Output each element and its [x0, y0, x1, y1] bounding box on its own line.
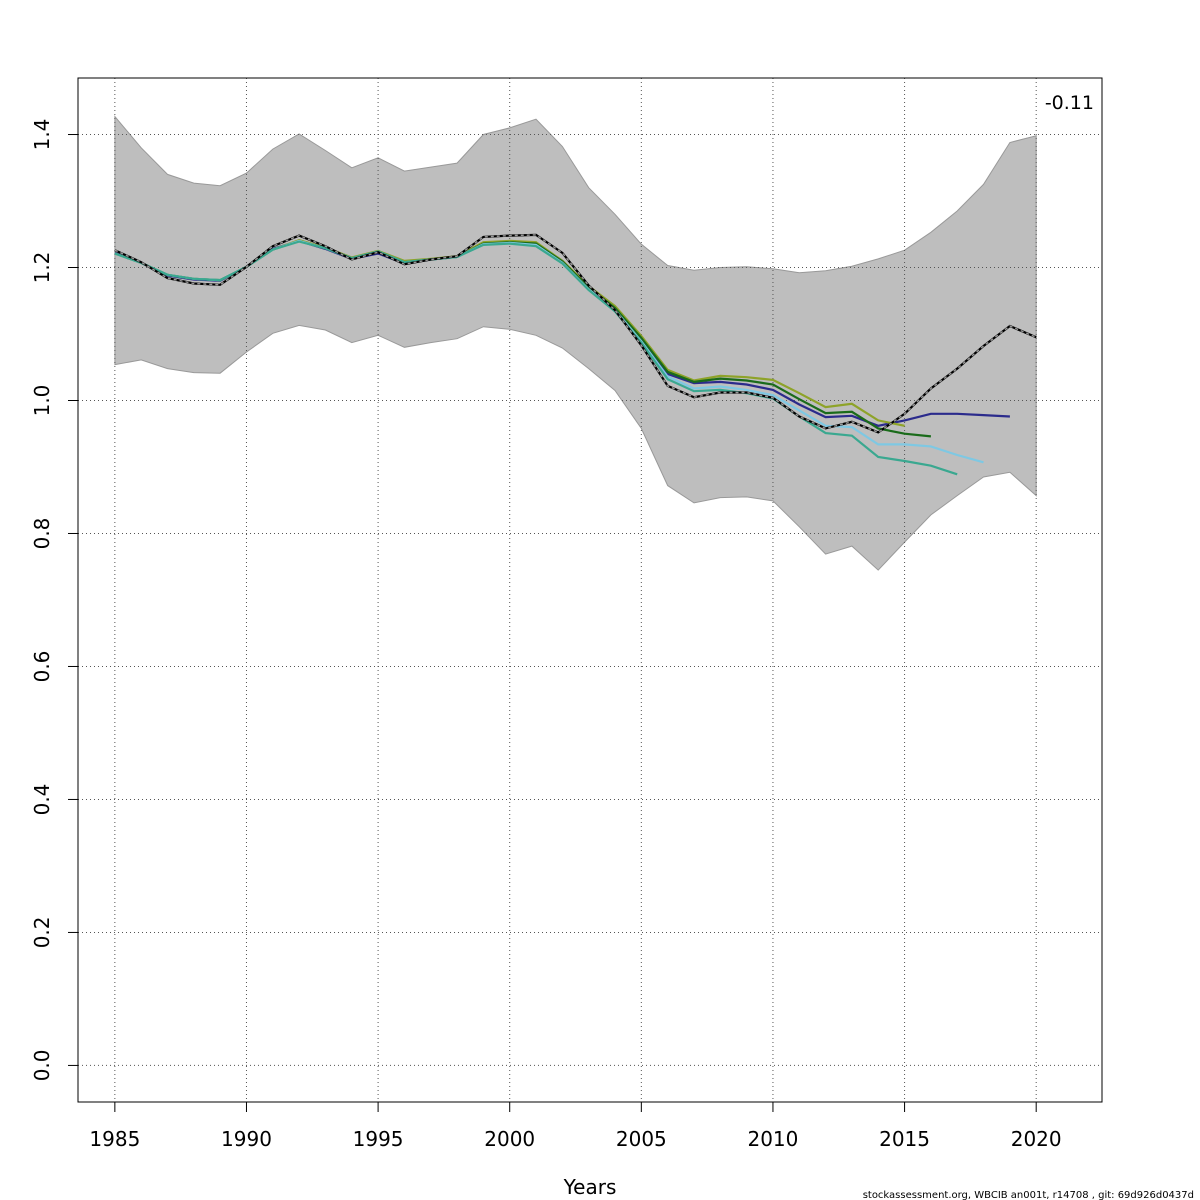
confidence-band — [114, 115, 1037, 571]
x-tick-label: 2010 — [747, 1127, 798, 1151]
series-line-0-dash — [114, 234, 1037, 434]
footer-credit: stockassessment.org, WBCIB an001t, r1470… — [863, 1190, 1194, 1200]
axis-layer: 1985 1990 1995 2000 2005 2010 2015 2020 0.0 0.2 0.… — [30, 119, 1062, 1151]
plot-frame — [77, 77, 1103, 1103]
y-tick-label: 0.4 — [30, 784, 54, 816]
y-tick-label: 1.0 — [30, 385, 54, 417]
y-tick-label: 1.2 — [30, 252, 54, 284]
x-tick-label: 1990 — [221, 1127, 272, 1151]
series-layer — [114, 233, 1037, 476]
y-tick-label: 0.8 — [30, 518, 54, 550]
x-tick-label: 2000 — [484, 1127, 535, 1151]
x-tick-label: 2005 — [616, 1127, 667, 1151]
grid-layer — [78, 78, 1102, 1102]
x-axis-title: Years — [563, 1175, 617, 1199]
x-tick-label: 2020 — [1011, 1127, 1062, 1151]
x-tick-label: 2015 — [879, 1127, 930, 1151]
y-tick-label: 1.4 — [30, 119, 54, 151]
y-tick-label: 0.0 — [30, 1049, 54, 1081]
rho-annotation: -0.11 — [1045, 92, 1094, 114]
x-tick-label: 1995 — [353, 1127, 404, 1151]
y-tick-label: 0.2 — [30, 916, 54, 948]
confidence-band-layer — [114, 115, 1037, 571]
x-tick-label: 1985 — [89, 1127, 140, 1151]
y-tick-label: 0.6 — [30, 651, 54, 683]
